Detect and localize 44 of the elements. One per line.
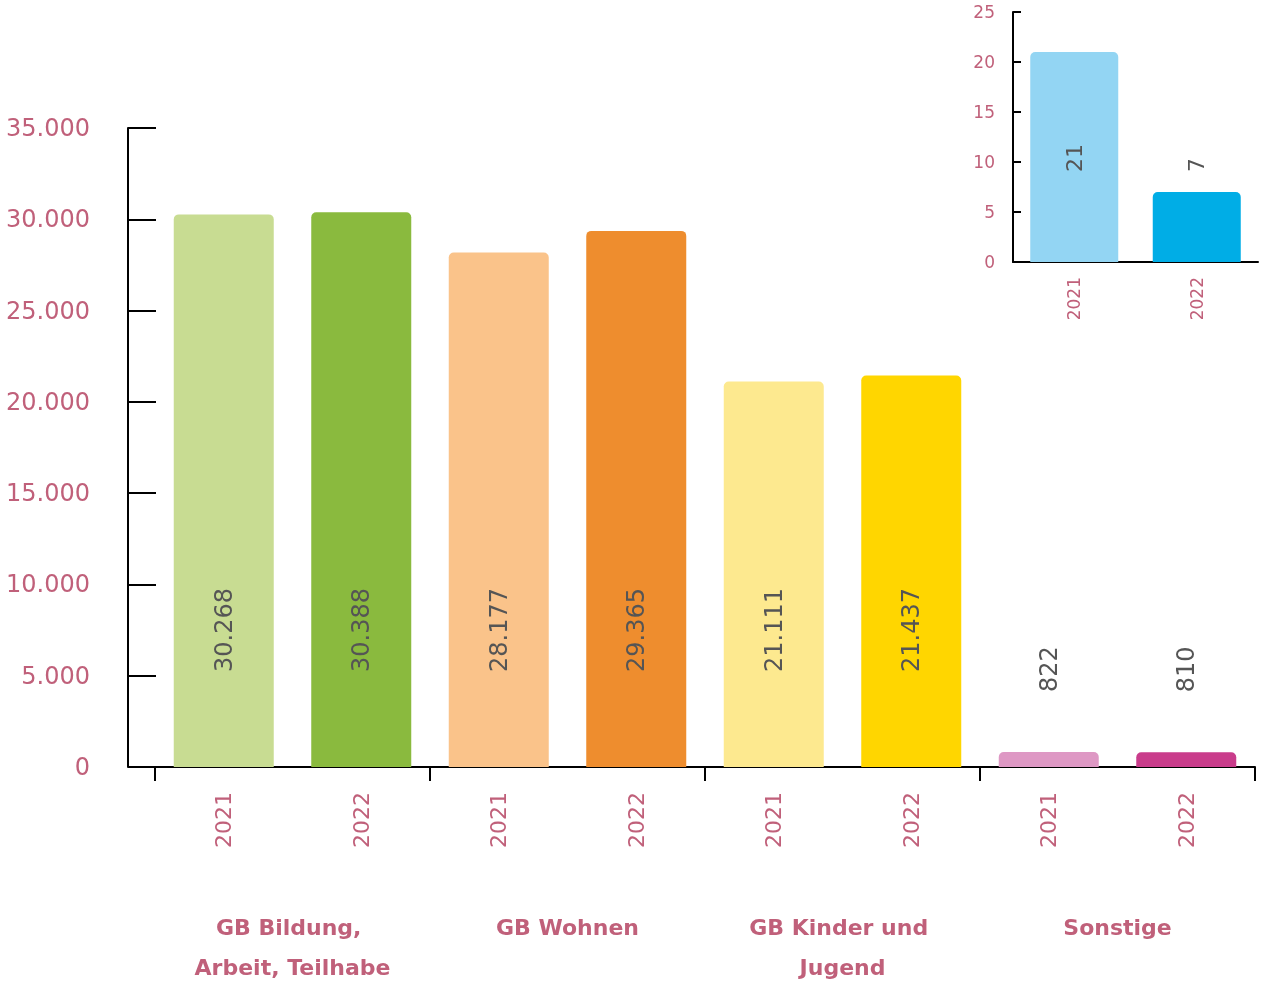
text: 2021 xyxy=(211,792,237,848)
text: 2022 xyxy=(898,792,924,848)
data-label: 810 xyxy=(1172,646,1201,693)
bar xyxy=(1136,752,1237,767)
text: 2022 xyxy=(348,792,374,848)
y-tick-label: 30.000 xyxy=(6,205,90,234)
bar xyxy=(586,230,687,767)
y-tick-label: 5.000 xyxy=(21,661,90,690)
y-tick-label: 10.000 xyxy=(6,570,90,599)
data-label: 21.111 xyxy=(759,588,788,672)
text: 2021 xyxy=(761,792,787,848)
category-label: 2022 xyxy=(623,792,649,848)
y-tick-label: 10 xyxy=(973,152,995,172)
bar xyxy=(448,252,549,767)
data-label: 21 xyxy=(1061,144,1087,172)
bar xyxy=(311,212,412,767)
y-tick-label: 20.000 xyxy=(6,387,90,416)
y-tick-label: 5 xyxy=(984,202,995,222)
category-label: 2021 xyxy=(486,792,512,848)
y-tick-label: 35.000 xyxy=(6,114,90,142)
data-label: 28.177 xyxy=(484,588,513,672)
x-tick-label: GB Wohnen xyxy=(496,914,639,940)
x-tick-label: GB Kinder und Jugend xyxy=(749,914,936,980)
x-tick-label: Sonstige xyxy=(1063,914,1172,940)
bar xyxy=(173,214,274,767)
data-label: 29.365 xyxy=(622,588,651,672)
y-tick-label: 0 xyxy=(74,753,90,781)
y-tick-label: 25.000 xyxy=(6,296,90,325)
text: 2022 xyxy=(1173,792,1199,848)
text: 2021 xyxy=(1036,792,1062,848)
bar xyxy=(723,381,824,767)
x-tick-label: GB Bildung, Arbeit, Teilhabe xyxy=(194,914,391,980)
bar xyxy=(861,375,962,767)
y-tick-label: 20 xyxy=(973,52,995,72)
data-label: 822 xyxy=(1034,646,1063,692)
data-label: 7 xyxy=(1184,158,1210,172)
data-label: 21.437 xyxy=(897,588,926,672)
y-tick-label: 25 xyxy=(973,2,995,22)
y-tick-label: 15 xyxy=(973,102,995,122)
data-label: 30.388 xyxy=(347,588,376,672)
data-label: 30.268 xyxy=(209,588,238,672)
y-tick-label: 0 xyxy=(984,252,995,272)
y-tick-label: 15.000 xyxy=(6,479,90,508)
bar xyxy=(998,751,1099,767)
